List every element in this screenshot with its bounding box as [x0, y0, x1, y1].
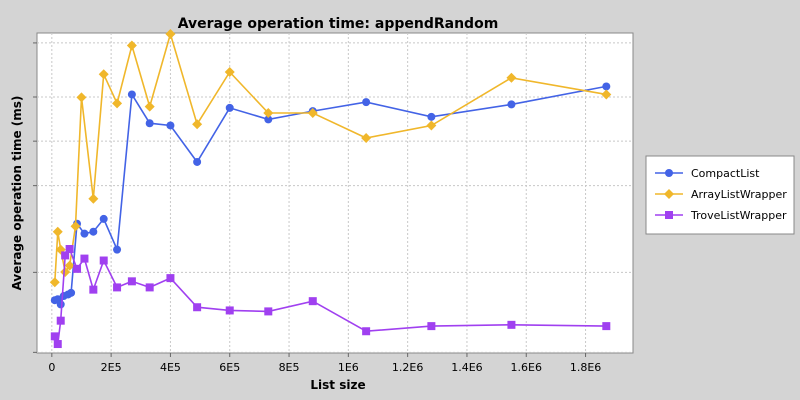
data-point-trovelistwrapper: [53, 340, 62, 349]
data-point-arraylistwrapper: [601, 89, 612, 100]
x-tick-label: 0: [48, 361, 55, 374]
legend-marker-compactlist: [665, 169, 673, 177]
data-point-trovelistwrapper: [99, 256, 108, 265]
data-point-trovelistwrapper: [427, 322, 436, 331]
data-point-compactlist: [166, 121, 175, 130]
data-point-trovelistwrapper: [113, 283, 122, 292]
data-point-arraylistwrapper: [88, 193, 99, 204]
data-point-trovelistwrapper: [73, 264, 82, 273]
data-point-trovelistwrapper: [362, 327, 371, 336]
x-tick-label: 1.6E6: [511, 361, 542, 374]
data-point-arraylistwrapper: [52, 226, 63, 237]
legend-label-trovelistwrapper: TroveListWrapper: [690, 209, 787, 222]
legend-marker-trovelistwrapper: [665, 211, 673, 219]
data-point-arraylistwrapper: [76, 92, 87, 103]
data-point-compactlist: [507, 100, 516, 109]
data-point-trovelistwrapper: [56, 316, 65, 325]
data-point-trovelistwrapper: [145, 283, 154, 292]
data-point-arraylistwrapper: [70, 221, 81, 232]
data-point-arraylistwrapper: [126, 40, 137, 51]
x-tick-label: 4E5: [160, 361, 181, 374]
x-tick-label: 8E5: [279, 361, 300, 374]
data-point-trovelistwrapper: [50, 332, 59, 341]
data-point-arraylistwrapper: [224, 67, 235, 78]
data-point-compactlist: [89, 227, 98, 236]
data-point-arraylistwrapper: [112, 98, 123, 109]
x-tick-label: 6E5: [219, 361, 240, 374]
data-point-trovelistwrapper: [61, 251, 70, 260]
data-point-arraylistwrapper: [144, 101, 155, 112]
data-point-trovelistwrapper: [225, 306, 234, 315]
x-tick-label: 1.2E6: [392, 361, 423, 374]
data-point-compactlist: [113, 245, 122, 254]
x-tick-label: 2E5: [101, 361, 122, 374]
data-point-compactlist: [225, 103, 234, 112]
legend-marker-arraylistwrapper: [664, 189, 674, 199]
data-point-trovelistwrapper: [166, 274, 175, 283]
data-point-compactlist: [193, 157, 202, 166]
data-point-compactlist: [99, 214, 108, 223]
data-point-arraylistwrapper: [506, 72, 517, 83]
grid: [37, 33, 633, 353]
data-point-arraylistwrapper: [64, 260, 75, 271]
data-point-trovelistwrapper: [80, 254, 89, 263]
legend-label-compactlist: CompactList: [691, 167, 760, 180]
x-tick-label: 1E6: [338, 361, 359, 374]
data-point-arraylistwrapper: [426, 120, 437, 131]
data-point-compactlist: [264, 115, 273, 124]
data-point-trovelistwrapper: [264, 307, 273, 316]
chart-title: Average operation time: appendRandom: [178, 16, 499, 32]
series-trovelistwrapper: [50, 245, 611, 349]
data-point-compactlist: [127, 90, 136, 99]
data-point-compactlist: [427, 112, 436, 121]
data-point-arraylistwrapper: [307, 108, 318, 118]
plot-area: [36, 32, 634, 354]
legend: CompactList ArrayListWrapper TroveListWrap…: [645, 155, 795, 235]
data-point-trovelistwrapper: [127, 277, 136, 286]
data-point-compactlist: [56, 300, 65, 309]
data-point-arraylistwrapper: [361, 132, 372, 143]
series-layer: [49, 28, 612, 349]
data-point-compactlist: [80, 229, 89, 238]
x-tick-label: 1.4E6: [451, 361, 482, 374]
data-point-arraylistwrapper: [263, 108, 274, 118]
data-point-trovelistwrapper: [507, 320, 516, 329]
data-point-trovelistwrapper: [89, 285, 98, 294]
y-axis-label: Average operation time (ms): [10, 96, 24, 291]
data-point-arraylistwrapper: [98, 69, 109, 80]
data-point-trovelistwrapper: [308, 297, 317, 306]
data-point-compactlist: [362, 98, 371, 107]
data-point-arraylistwrapper: [60, 267, 71, 278]
data-point-arraylistwrapper: [192, 119, 203, 130]
data-point-compactlist: [602, 82, 611, 91]
x-tick-label: 1.8E6: [570, 361, 601, 374]
data-point-compactlist: [67, 288, 76, 297]
data-point-compactlist: [145, 119, 154, 128]
data-point-trovelistwrapper: [193, 303, 202, 312]
data-point-trovelistwrapper: [602, 322, 611, 331]
data-point-arraylistwrapper: [165, 28, 176, 39]
x-axis-label: List size: [310, 378, 365, 392]
y-axis: [33, 42, 37, 353]
legend-label-arraylistwrapper: ArrayListWrapper: [691, 188, 787, 201]
data-point-arraylistwrapper: [49, 277, 60, 288]
data-point-trovelistwrapper: [65, 245, 74, 253]
x-axis: 0 2E5 4E5 6E5 8E5 1E6 1.2E6 1.4E6 1.6E6 1.8E6: [48, 353, 601, 374]
